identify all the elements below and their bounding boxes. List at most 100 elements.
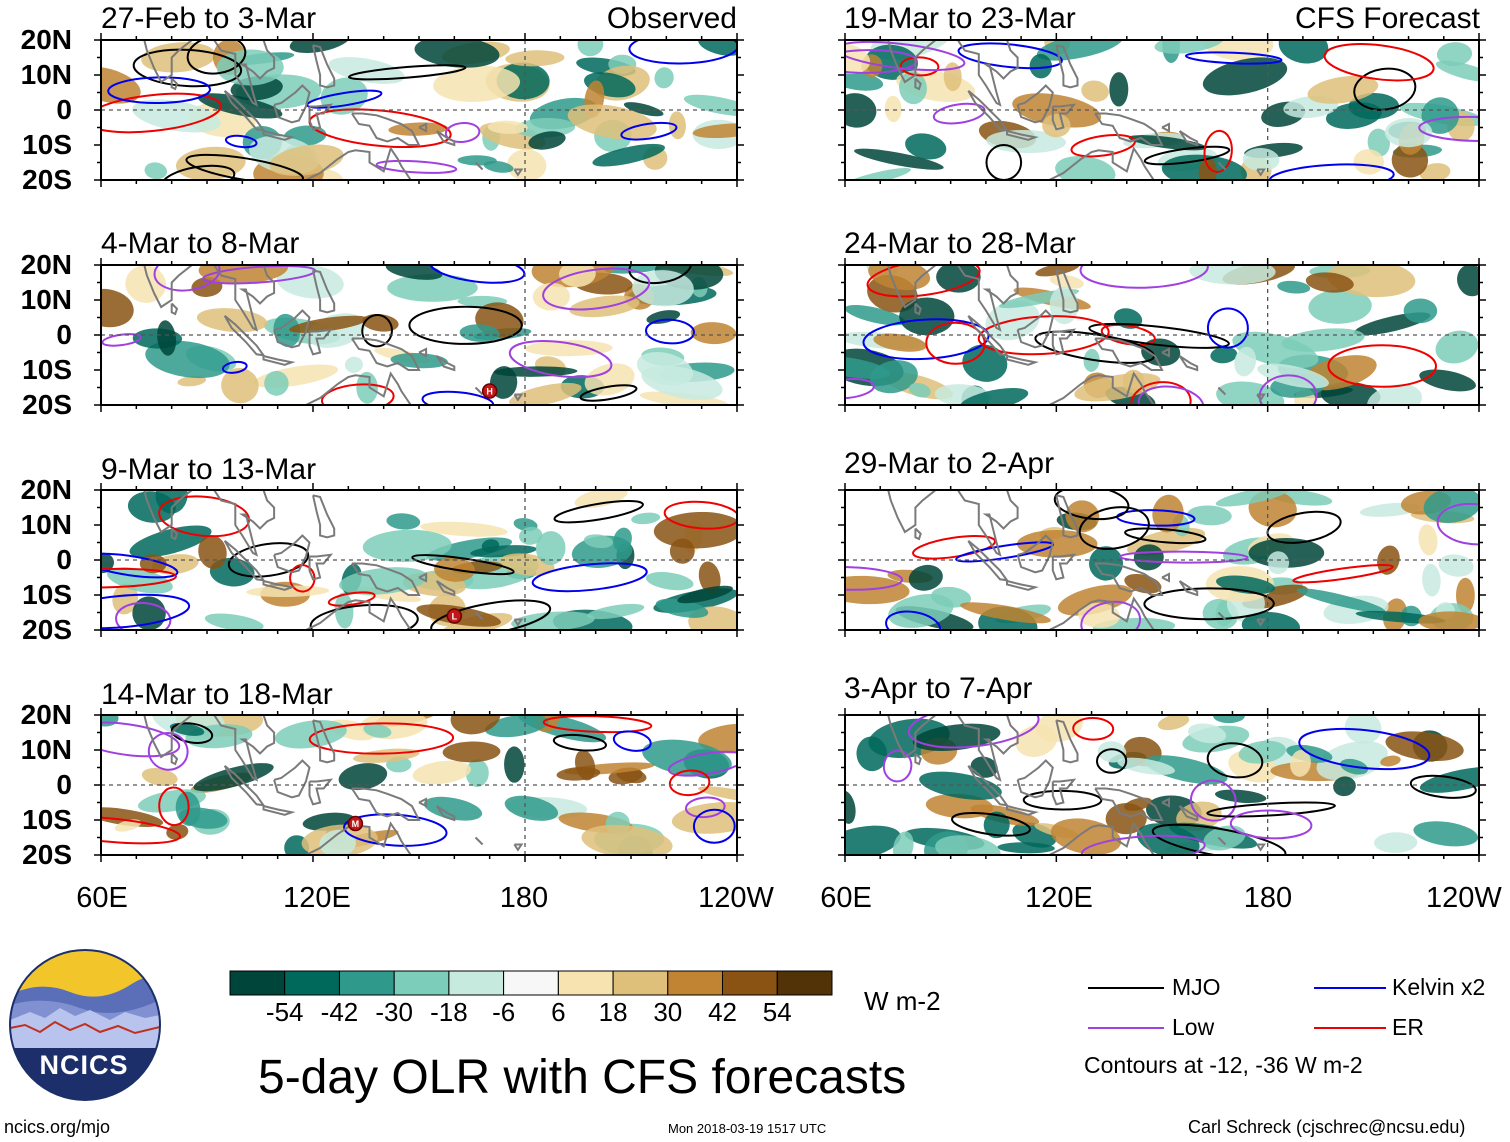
forecast-panel-1	[838, 33, 1486, 187]
olr-anomaly-blob	[698, 561, 721, 594]
kelvin-contour	[620, 121, 678, 141]
panel-title-fcst-2: 24-Mar to 28-Mar	[844, 227, 1076, 260]
coastlines	[129, 715, 524, 855]
coastline	[1006, 130, 1039, 141]
coastline	[1094, 562, 1164, 596]
olr-anomaly-blob	[1189, 265, 1276, 285]
mjo-contour	[1096, 748, 1128, 774]
olr-anomaly-blob	[1128, 135, 1207, 151]
kelvin-contour	[343, 813, 448, 847]
olr-anomaly-blob	[465, 759, 489, 787]
olr-anomaly-blob	[177, 375, 207, 387]
mjo-contour	[1206, 801, 1336, 818]
coastline	[513, 843, 524, 852]
colorbar-swatch	[393, 970, 450, 996]
coastline	[967, 315, 1010, 357]
olr-anomaly-blob	[1029, 54, 1053, 79]
mjo-contour	[309, 603, 419, 630]
olr-anomaly-blob	[1081, 80, 1109, 102]
olr-anomaly-blob	[631, 512, 661, 525]
mjo-contour	[552, 733, 607, 752]
ncics-url-link[interactable]: ncics.org/mjo	[4, 1117, 111, 1137]
coastline	[1047, 596, 1155, 630]
ncics-logo	[9, 949, 161, 1101]
kelvin-contour	[221, 360, 248, 374]
olr-anomaly-blob	[683, 94, 737, 117]
olr-anomaly-blob	[577, 40, 604, 57]
coastline	[1178, 130, 1199, 147]
coastline	[1161, 122, 1170, 133]
mjo-contour	[1409, 774, 1477, 799]
coastline	[1047, 371, 1155, 405]
coastline	[308, 103, 334, 131]
olr-anomaly-blob	[1377, 545, 1400, 575]
olr-anomaly-blob	[1353, 149, 1384, 175]
storm-marker-symbol: L	[452, 612, 458, 622]
olr-anomaly-blob	[414, 40, 500, 68]
mjo-contour	[430, 599, 552, 630]
olr-anomaly-blob	[483, 160, 514, 173]
coastline	[1006, 805, 1039, 816]
coastlines	[129, 490, 524, 630]
legend-low-line	[1088, 1027, 1164, 1029]
er-contour	[866, 265, 981, 298]
low-contour	[845, 566, 904, 591]
coastline	[914, 302, 922, 316]
er-contour	[308, 722, 455, 755]
low-contour	[101, 721, 181, 758]
kelvin-contour	[101, 552, 179, 579]
mjo-contour	[408, 305, 523, 345]
olr-anomaly-blob	[919, 771, 1002, 800]
colorbar-swatch	[284, 970, 340, 996]
olr-anomaly-blob	[328, 57, 405, 84]
coastline	[1016, 309, 1054, 349]
olr-anomaly-blob	[356, 371, 378, 404]
colorbar-swatch	[722, 970, 778, 996]
forecast-panel-2	[838, 258, 1486, 412]
lat-label: 0	[56, 319, 72, 350]
coastline	[273, 759, 311, 799]
olr-anomaly-blob	[387, 273, 478, 302]
olr-anomaly-blob	[908, 382, 931, 398]
colorbar-tick-label: 30	[653, 997, 683, 1027]
coastline	[308, 553, 334, 581]
coastlines	[873, 490, 1266, 630]
olr-anomaly-blob	[690, 322, 737, 345]
olr-anomaly-blob	[962, 344, 1008, 382]
panel-title-fcst-4: 3-Apr to 7-Apr	[844, 672, 1033, 705]
coastline	[129, 265, 194, 309]
coastlines	[873, 265, 1266, 405]
coastline	[1051, 778, 1077, 806]
mjo-contour	[1088, 322, 1230, 349]
lat-label: 0	[56, 769, 72, 800]
coastline	[129, 40, 194, 84]
olr-anomaly-blob	[216, 49, 284, 86]
coastline	[873, 265, 938, 309]
coastline	[1006, 355, 1039, 366]
coastline	[1217, 386, 1227, 396]
mjo-contour	[579, 384, 638, 402]
olr-anomaly-blob	[362, 313, 399, 332]
olr-anomaly-blob	[1435, 60, 1479, 82]
olr-anomaly-blob	[114, 819, 142, 832]
olr-anomaly-blob	[983, 811, 1010, 839]
coastline	[435, 130, 456, 147]
colorbar-unit: W m-2	[864, 986, 941, 1016]
olr-anomaly-blob	[319, 829, 356, 855]
coastline	[170, 752, 179, 766]
olr-anomaly-blob	[1078, 602, 1121, 629]
coastline	[474, 611, 484, 621]
olr-anomaly-blob	[1042, 113, 1071, 138]
coastline	[1256, 393, 1266, 402]
olr-anomaly-blob	[386, 513, 421, 530]
olr-anomaly-blob	[567, 104, 657, 140]
er-contour	[1130, 381, 1192, 405]
olr-anomaly-blob	[697, 786, 737, 803]
coastline	[914, 77, 922, 91]
olr-anomaly-blob	[1117, 757, 1175, 775]
ncics-logo-text: NCICS	[39, 1050, 129, 1080]
olr-anomaly-blob	[1215, 789, 1267, 804]
kelvin-contour	[531, 562, 648, 593]
er-contour	[977, 315, 1110, 356]
storm-marker-icon	[347, 815, 364, 832]
